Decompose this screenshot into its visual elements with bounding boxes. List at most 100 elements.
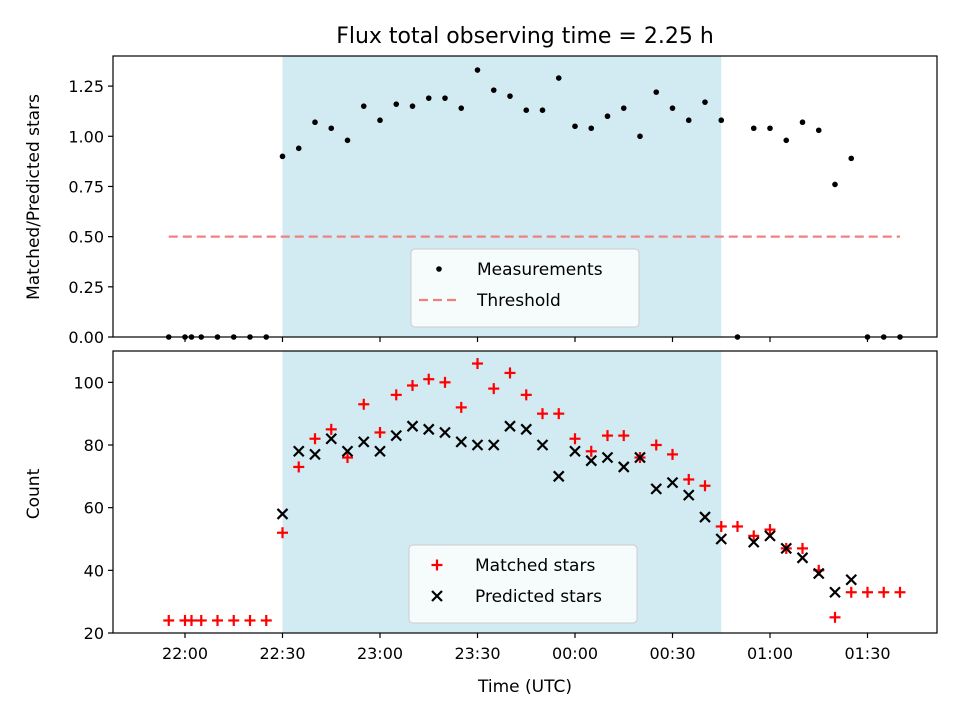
- top-axes-frame: [112, 55, 938, 338]
- y-tick-label: 20: [84, 624, 104, 643]
- measurement-point: [653, 89, 660, 95]
- x-tick-label: 01:30: [844, 644, 890, 663]
- predicted-star-point: [812, 567, 825, 580]
- bottom-axes-frame: [112, 350, 938, 634]
- predicted-star-point: [747, 536, 760, 548]
- x-b: [682, 489, 695, 501]
- x-tick-label: 00:00: [552, 644, 598, 663]
- matched-star-point: [439, 376, 451, 388]
- measurement-point: [328, 125, 335, 132]
- measurement-point: [702, 99, 708, 105]
- x-b: [520, 423, 533, 436]
- x-axis-label: Time (UTC): [477, 677, 572, 697]
- matched-star-point: [553, 408, 565, 420]
- matched-star-point: [195, 614, 207, 626]
- legend-dot-marker: [436, 266, 442, 272]
- x-b: [309, 448, 321, 461]
- predicted-star-point: [552, 470, 565, 483]
- matched-star-point: [829, 611, 841, 623]
- x-b: [374, 445, 386, 458]
- predicted-star-point: [715, 533, 728, 545]
- predicted-star-point: [829, 586, 841, 599]
- top-legend: Measurements Threshold: [410, 248, 640, 328]
- chart-title: Flux total observing time = 2.25 h: [336, 24, 714, 49]
- measurement-point: [588, 125, 595, 132]
- measurement-point: [295, 145, 302, 152]
- matched-star-point: [358, 398, 370, 410]
- y-tick-label: 80: [84, 436, 104, 455]
- measurement-point: [832, 181, 838, 188]
- matched-star-point: [667, 448, 678, 460]
- matched-star-point: [894, 586, 906, 598]
- predicted-star-point: [341, 445, 354, 458]
- measurement-point: [767, 125, 773, 132]
- matched-star-point: [455, 401, 467, 413]
- matched-star-point: [715, 520, 727, 532]
- matched-star-point: [520, 389, 532, 401]
- predicted-star-point: [796, 552, 809, 564]
- matched-star-point: [862, 586, 873, 598]
- bottom-series-1: [276, 420, 858, 599]
- measurement-point: [815, 127, 822, 134]
- x-b: [536, 439, 549, 451]
- y-tick-label: 40: [84, 561, 104, 580]
- predicted-star-point: [569, 445, 581, 458]
- x-b: [829, 586, 841, 599]
- x-b: [634, 451, 646, 464]
- matched-star-point: [764, 524, 776, 536]
- x-tick-label: 23:30: [454, 644, 500, 663]
- x-b: [666, 476, 679, 489]
- predicted-star-point: [325, 432, 338, 445]
- predicted-star-point: [650, 483, 663, 495]
- x-b: [439, 426, 451, 439]
- measurement-point: [669, 105, 676, 111]
- matched-star-point: [732, 520, 743, 532]
- matched-star-point: [472, 358, 483, 370]
- x-b: [585, 454, 598, 467]
- x-b: [455, 436, 468, 448]
- matched-star-point: [650, 439, 662, 451]
- measurement-point: [718, 117, 725, 124]
- x-b: [292, 445, 305, 458]
- predicted-star-point: [406, 420, 419, 432]
- x-b: [764, 530, 776, 542]
- y-tick-label: 0.75: [68, 177, 104, 196]
- x-b: [504, 420, 516, 432]
- x-b: [569, 445, 581, 458]
- x-b: [325, 432, 338, 445]
- x-tick-label: 01:00: [747, 644, 793, 663]
- matched-star-point: [390, 389, 402, 401]
- bottom-y-axis-label: Count: [24, 468, 44, 519]
- y-tick-label: 60: [84, 499, 104, 518]
- matched-star-point: [683, 473, 695, 485]
- measurement-point: [458, 105, 465, 111]
- y-tick-label: 1.00: [68, 127, 104, 146]
- matched-star-point: [878, 586, 890, 598]
- measurement-point: [604, 113, 611, 120]
- top-y-axis-label: Matched/Predicted stars: [24, 94, 44, 300]
- x-b: [276, 508, 289, 520]
- y-tick-label: 0.50: [68, 228, 104, 247]
- x-b: [650, 483, 663, 495]
- measurement-point: [555, 75, 562, 81]
- predicted-star-point: [487, 439, 500, 451]
- legend-box: [410, 248, 640, 328]
- predicted-star-point: [520, 423, 533, 436]
- x-b: [699, 511, 711, 523]
- predicted-star-point: [292, 445, 305, 458]
- x-tick-label: 22:30: [259, 644, 305, 663]
- matched-star-point: [325, 423, 337, 435]
- predicted-star-point: [357, 436, 370, 448]
- x-b: [747, 536, 760, 548]
- measurement-point: [442, 95, 448, 101]
- measurement-point: [312, 119, 318, 126]
- x-b: [715, 533, 728, 545]
- x-b: [796, 552, 809, 564]
- x-b: [487, 439, 500, 451]
- x-b: [617, 461, 630, 473]
- predicted-star-point: [617, 461, 630, 473]
- measurement-point: [490, 87, 497, 93]
- predicted-star-point: [422, 423, 435, 436]
- matched-star-point: [748, 530, 760, 542]
